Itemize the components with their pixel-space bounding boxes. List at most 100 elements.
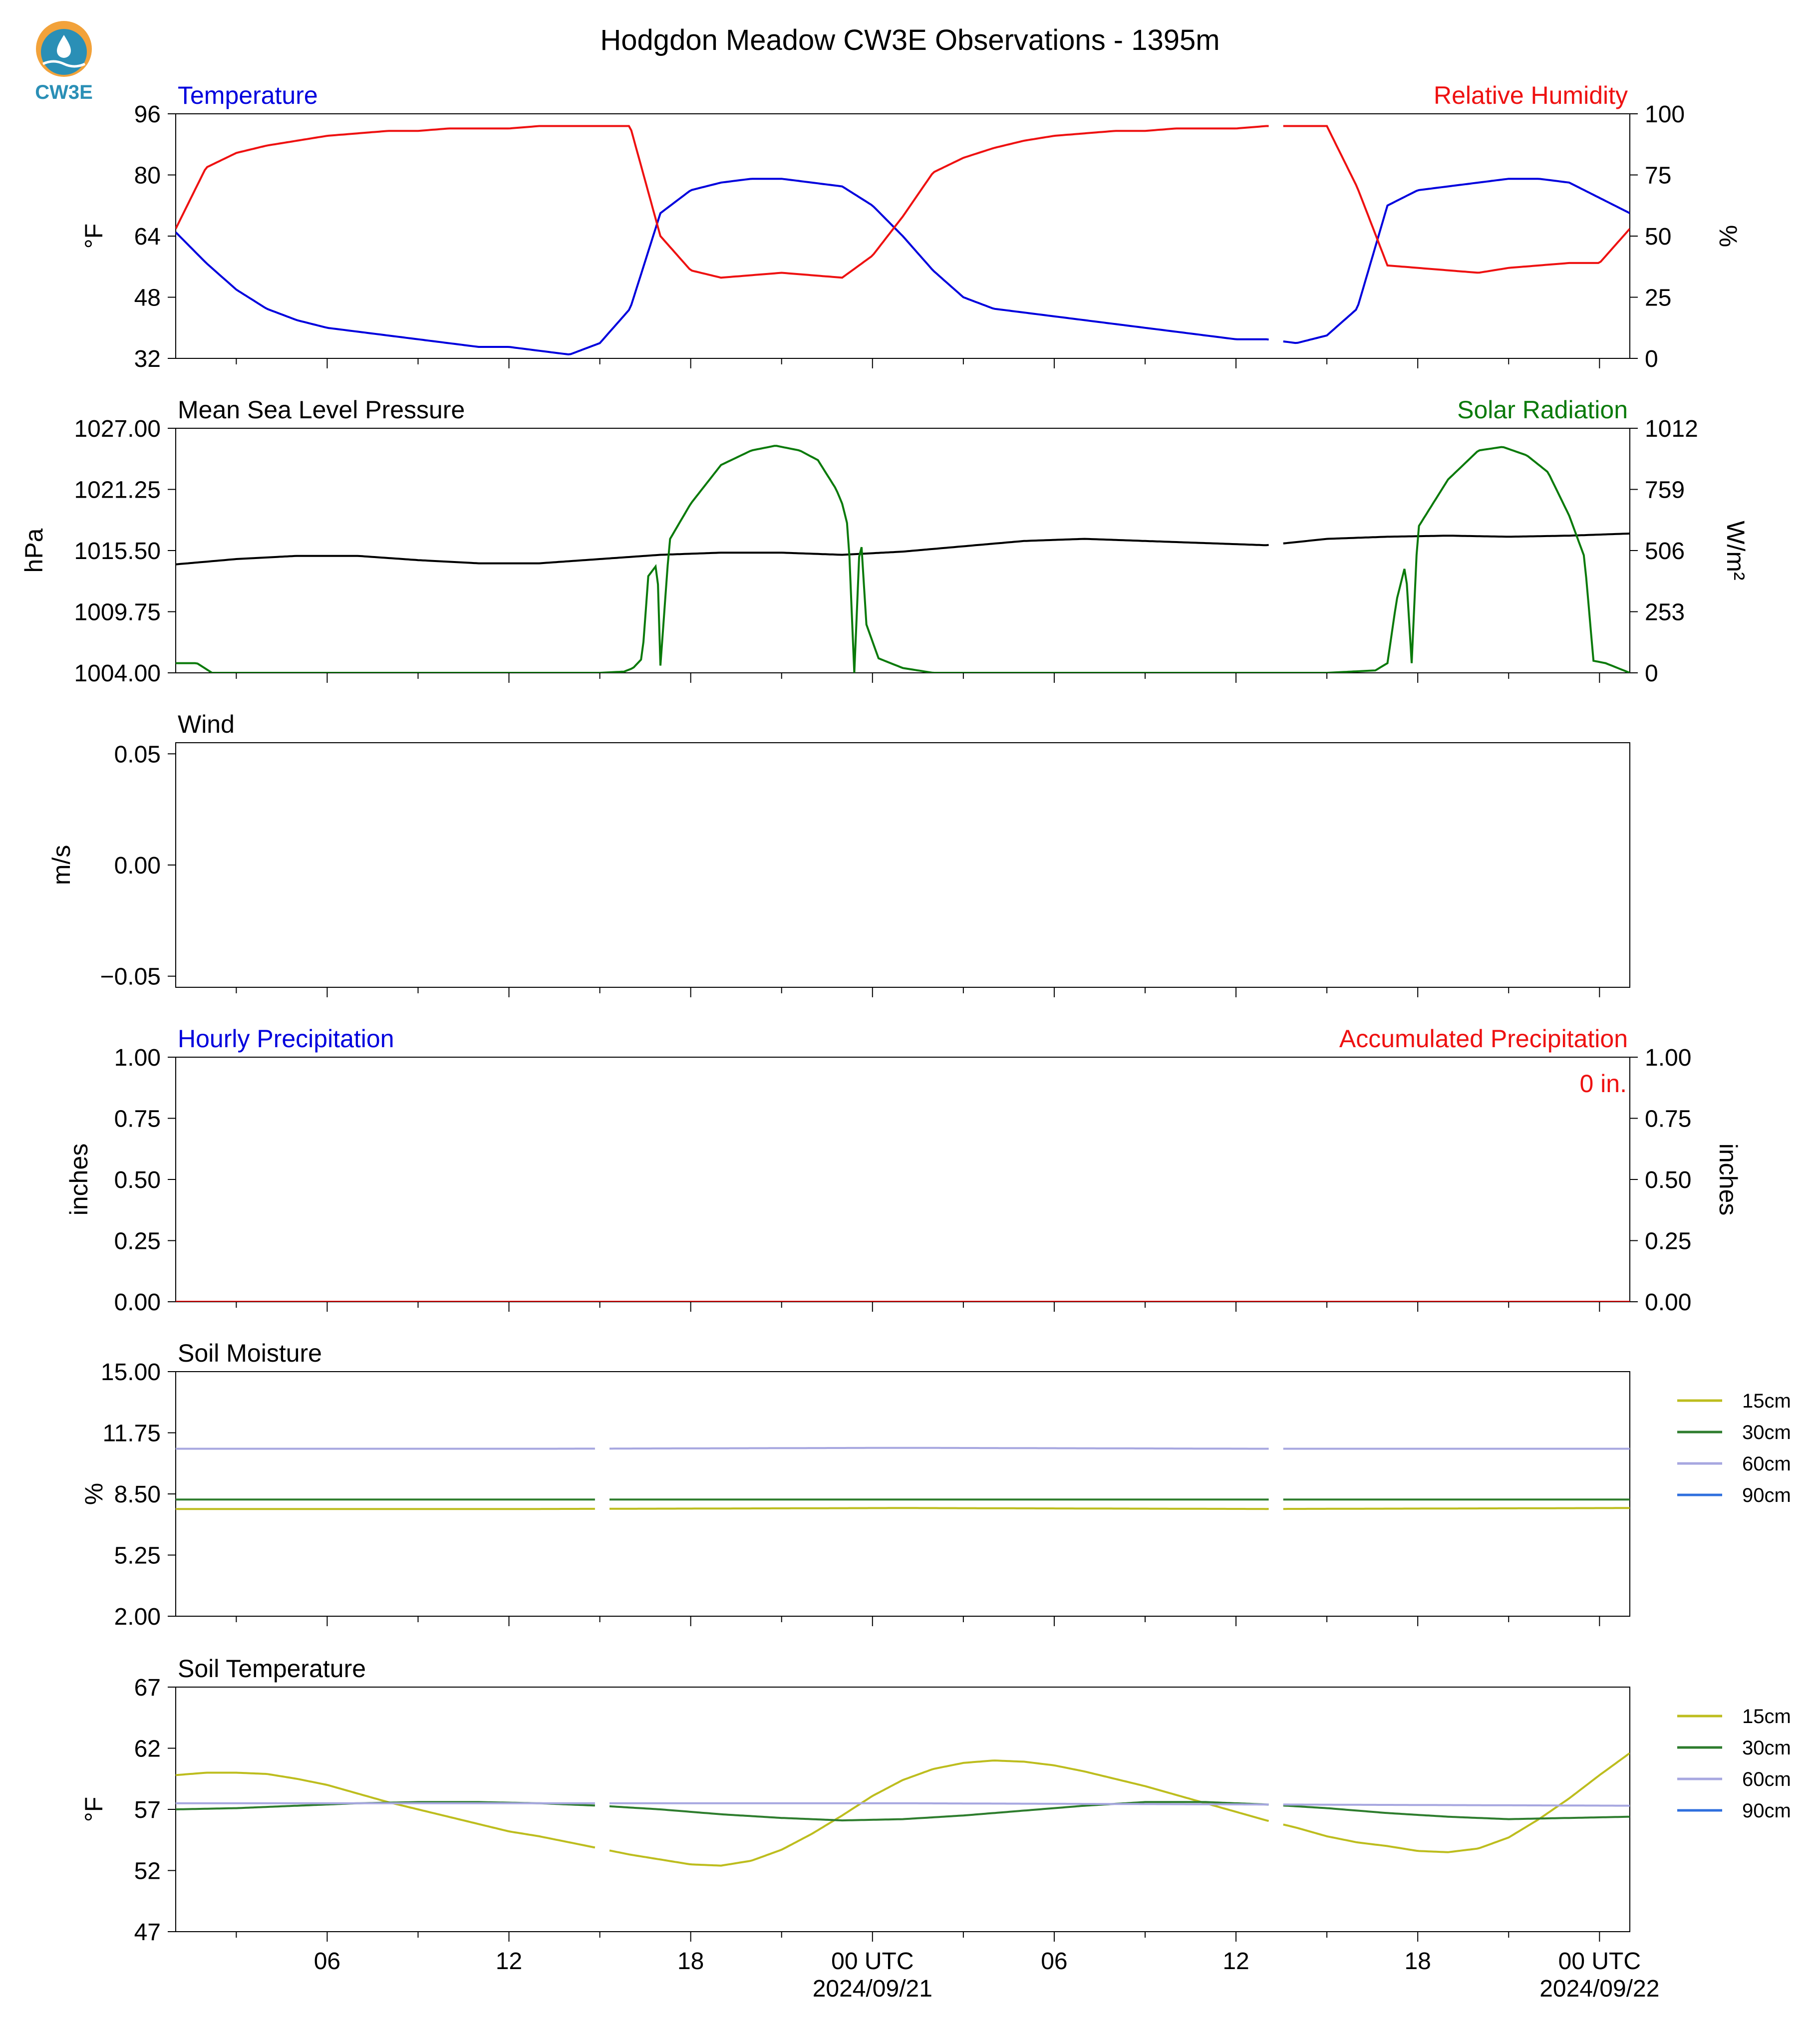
panel-title-left: Soil Moisture — [178, 1339, 322, 1367]
legend-label: 90cm — [1742, 1800, 1791, 1822]
y-tick-label: 64 — [134, 224, 161, 250]
panel-title-left: Mean Sea Level Pressure — [178, 396, 465, 424]
x-tick-label: 12 — [1222, 1948, 1249, 1975]
panel-title-left: Soil Temperature — [178, 1655, 366, 1683]
y-tick-label: 0.05 — [114, 741, 161, 768]
plot-frame — [175, 428, 1630, 673]
y-tick-label: 52 — [134, 1858, 161, 1885]
y-axis-label: °F — [80, 224, 108, 249]
series-line-60cm — [176, 1802, 1630, 1807]
y-axis-label: % — [80, 1483, 108, 1505]
legend-label: 15cm — [1742, 1390, 1791, 1412]
panel-wind: Wind 0.05 0.00 −0.05 m/s — [47, 710, 1630, 997]
y2-tick-label: 1.00 — [1645, 1045, 1691, 1071]
y-tick-label: 5.25 — [114, 1543, 161, 1569]
y2-tick-label: 0.00 — [1645, 1289, 1691, 1316]
legend: 15cm 30cm 60cm 90cm — [1677, 1390, 1791, 1506]
y-tick-label: 67 — [134, 1675, 161, 1701]
y-tick-label: 57 — [134, 1797, 161, 1823]
y-tick-label: 47 — [134, 1919, 161, 1946]
y-tick-label: 1027.00 — [74, 416, 161, 442]
y-tick-label: 1009.75 — [74, 599, 161, 626]
panel-title-right: Solar Radiation — [1457, 396, 1628, 424]
y-tick-label: −0.05 — [100, 964, 161, 990]
y-tick-label: 1015.50 — [74, 538, 161, 565]
panel-soil_moisture: Soil Moisture 15.00 11.75 8.50 5.25 2.00% 15cm… — [80, 1339, 1791, 1630]
y-tick-label: 2.00 — [114, 1604, 161, 1630]
y-tick-label: 96 — [134, 101, 161, 128]
series-line-relative-humidity — [176, 125, 1630, 279]
x-tick-label: 00 UTC — [831, 1948, 913, 1975]
x-tick-label: 06 — [314, 1948, 340, 1975]
series-line-temperature — [176, 178, 1630, 356]
legend-label: 60cm — [1742, 1453, 1791, 1475]
y2-axis-label: % — [1714, 225, 1742, 247]
x-tick-date: 2024/09/22 — [1539, 1976, 1659, 2002]
plot-frame — [175, 742, 1630, 988]
y-tick-label: 0.25 — [114, 1228, 161, 1255]
y-axis-label: m/s — [47, 845, 75, 885]
panel-title-right: Relative Humidity — [1434, 81, 1628, 109]
legend-label: 90cm — [1742, 1484, 1791, 1506]
y-tick-label: 11.75 — [102, 1421, 161, 1447]
panel-title-left: Hourly Precipitation — [178, 1025, 394, 1053]
series-line-15cm — [176, 1507, 1630, 1510]
y2-tick-label: 1012 — [1645, 416, 1698, 442]
x-tick-label: 18 — [1404, 1948, 1431, 1975]
y-tick-label: 1.00 — [114, 1045, 161, 1071]
y2-tick-label: 25 — [1645, 285, 1671, 311]
y-tick-label: 0.00 — [114, 1289, 161, 1316]
y-tick-label: 32 — [134, 346, 161, 372]
series-line-mean-sea-level-pressure — [176, 532, 1630, 566]
accumulated-total: 0 in. — [1579, 1070, 1627, 1098]
panel-title-left: Wind — [178, 710, 235, 738]
logo-drop-icon — [57, 35, 71, 58]
y-tick-label: 8.50 — [114, 1481, 161, 1508]
panel-soil_temperature: Soil Temperature 67 62 57 52 47 °F 06 12 18 00 UTC… — [80, 1655, 1791, 2002]
logo-mark: CW3E — [35, 21, 93, 103]
y-axis-label: hPa — [20, 528, 48, 573]
series-line-15cm — [176, 1752, 1630, 1867]
y2-axis-label: W/m² — [1722, 521, 1750, 580]
y2-tick-label: 253 — [1645, 599, 1685, 626]
cw3e-logo: CW3E — [29, 19, 99, 104]
y2-tick-label: 0.25 — [1645, 1228, 1691, 1255]
legend-label: 60cm — [1742, 1768, 1791, 1790]
panel-title-right: Accumulated Precipitation — [1339, 1025, 1628, 1053]
y-axis-label: °F — [80, 1797, 108, 1822]
logo-text: CW3E — [35, 81, 93, 103]
y2-tick-label: 0.50 — [1645, 1167, 1691, 1193]
y2-tick-label: 506 — [1645, 538, 1685, 565]
plot-frame — [175, 1687, 1630, 1932]
y2-tick-label: 100 — [1645, 101, 1685, 128]
panel-title-left: Temperature — [178, 81, 318, 109]
plot-frame — [175, 1371, 1630, 1617]
y-tick-label: 1021.25 — [74, 477, 161, 504]
y2-tick-label: 75 — [1645, 163, 1671, 189]
legend-label: 30cm — [1742, 1422, 1791, 1444]
y-tick-label: 80 — [134, 163, 161, 189]
legend-label: 30cm — [1742, 1737, 1791, 1759]
y2-tick-label: 0.75 — [1645, 1106, 1691, 1133]
legend-label: 15cm — [1742, 1706, 1791, 1728]
series-line-solar-radiation — [176, 445, 1630, 673]
y-tick-label: 48 — [134, 285, 161, 311]
legend: 15cm 30cm 60cm 90cm — [1677, 1706, 1791, 1822]
y2-tick-label: 50 — [1645, 224, 1671, 250]
panel-temp_rh: Temperature Relative Humidity 96 80 64 48 32 °F… — [80, 81, 1742, 372]
x-tick-date: 2024/09/21 — [813, 1976, 932, 2002]
y-tick-label: 0.75 — [114, 1106, 161, 1133]
plot-frame — [175, 1057, 1630, 1302]
series-line-60cm — [176, 1447, 1630, 1450]
y-tick-label: 0.00 — [114, 853, 161, 879]
figure-title: Hodgdon Meadow CW3E Observations - 1395m — [600, 24, 1219, 56]
panel-pressure_solar: Mean Sea Level Pressure Solar Radiation 10… — [20, 396, 1750, 687]
y-tick-label: 62 — [134, 1736, 161, 1762]
y-tick-label: 1004.00 — [74, 660, 161, 687]
x-tick-label: 12 — [496, 1948, 522, 1975]
y-axis-label: inches — [65, 1144, 93, 1216]
y2-tick-label: 759 — [1645, 477, 1685, 504]
panels: Temperature Relative Humidity 96 80 64 48 32 °F… — [20, 81, 1791, 2002]
x-tick-label: 06 — [1041, 1948, 1067, 1975]
